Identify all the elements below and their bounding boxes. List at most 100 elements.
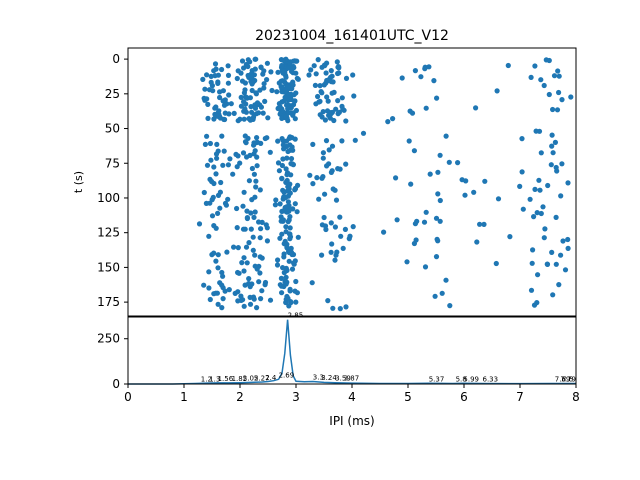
raster-point <box>412 68 418 74</box>
peak-label: 2.69 <box>279 371 295 379</box>
raster-point <box>309 280 315 286</box>
raster-point <box>317 83 323 89</box>
raster-point <box>247 95 253 101</box>
raster-point <box>329 241 335 247</box>
raster-point <box>242 106 248 112</box>
raster-point <box>231 110 237 116</box>
bottom-y-axis: 0 250 <box>97 332 128 391</box>
top-panel-frame <box>127 47 577 317</box>
raster-point <box>549 132 555 138</box>
raster-points <box>196 56 574 312</box>
raster-point <box>283 281 289 287</box>
raster-point <box>290 102 297 108</box>
raster-point <box>293 90 299 96</box>
raster-point <box>481 221 487 227</box>
raster-point <box>280 57 286 63</box>
raster-point <box>455 160 461 166</box>
peak-label: 2.05 <box>243 375 259 383</box>
raster-point <box>207 296 213 303</box>
raster-point <box>437 197 443 204</box>
raster-point <box>253 184 259 190</box>
raster-point <box>247 117 253 123</box>
raster-point <box>414 218 420 224</box>
raster-point <box>409 110 416 116</box>
raster-point <box>293 278 299 285</box>
raster-point <box>544 261 550 267</box>
raster-point <box>287 60 293 67</box>
raster-point <box>529 260 535 266</box>
raster-point <box>260 110 266 116</box>
raster-point <box>283 296 289 302</box>
raster-point <box>274 89 280 95</box>
raster-point <box>435 169 441 175</box>
raster-point <box>340 245 346 251</box>
raster-point <box>531 214 537 220</box>
raster-point <box>262 98 268 104</box>
raster-point <box>550 150 556 156</box>
raster-point <box>553 164 559 171</box>
raster-point <box>242 80 248 86</box>
raster-point <box>532 63 538 69</box>
raster-point <box>406 138 412 144</box>
raster-point <box>256 279 262 285</box>
raster-point <box>246 276 252 282</box>
raster-point <box>212 105 218 111</box>
bottom-panel: 2.85 2.69 1.21.31.561.852.052.272.4 3.33.24… <box>97 312 580 428</box>
top-y-tick-label: 150 <box>97 260 120 274</box>
raster-point <box>196 221 203 227</box>
raster-point <box>215 210 221 216</box>
raster-point <box>316 196 322 202</box>
raster-point <box>343 161 349 167</box>
raster-point <box>332 257 338 263</box>
raster-point <box>551 73 558 79</box>
raster-point <box>261 85 267 91</box>
raster-point <box>315 93 321 100</box>
raster-point <box>427 171 433 177</box>
raster-point <box>568 94 574 100</box>
raster-point <box>390 116 396 122</box>
raster-point <box>225 196 231 202</box>
raster-point <box>251 214 257 220</box>
raster-point <box>252 209 258 215</box>
raster-point <box>565 245 571 251</box>
raster-point <box>241 268 247 274</box>
raster-point <box>294 290 300 296</box>
raster-point <box>329 143 336 149</box>
raster-point <box>560 238 566 244</box>
raster-point <box>241 255 247 261</box>
raster-point <box>336 65 342 71</box>
raster-point <box>421 219 428 225</box>
raster-point <box>294 75 300 81</box>
raster-point <box>324 163 330 169</box>
raster-point <box>216 108 222 114</box>
raster-point <box>211 164 217 170</box>
raster-point <box>222 97 228 103</box>
raster-point <box>243 244 250 250</box>
raster-point <box>556 73 562 79</box>
raster-point <box>254 305 260 311</box>
raster-point <box>206 269 212 275</box>
raster-point <box>323 226 329 233</box>
raster-point <box>279 290 285 296</box>
raster-point <box>330 305 336 311</box>
raster-point <box>257 254 263 260</box>
raster-point <box>246 178 252 184</box>
raster-point <box>261 68 267 74</box>
top-y-axis: 0 25 50 75 100 125 150 175 <box>97 52 128 309</box>
raster-point <box>556 89 562 96</box>
raster-point <box>439 290 445 296</box>
peak-label: 7.6 <box>562 376 574 384</box>
raster-point <box>258 296 264 302</box>
raster-point <box>219 282 225 288</box>
raster-point <box>248 226 254 232</box>
raster-point <box>328 169 334 175</box>
raster-point <box>293 299 299 305</box>
raster-point <box>463 178 469 184</box>
raster-point <box>462 192 468 198</box>
raster-point <box>242 139 249 145</box>
bottom-x-tick-label: 8 <box>572 390 580 404</box>
raster-point <box>252 148 258 154</box>
raster-point <box>549 249 555 255</box>
raster-point <box>235 289 241 295</box>
raster-point <box>331 89 337 95</box>
